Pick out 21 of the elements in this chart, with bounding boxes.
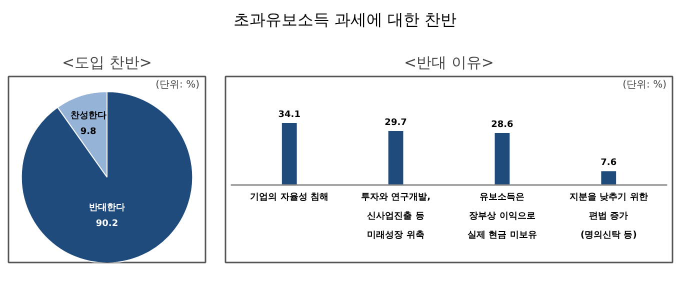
slice-label: 찬성한다 [70,111,106,122]
data-label: 34.1 [278,110,300,120]
text: (단위: %) [622,80,667,90]
bar [601,171,616,185]
data-label: 7.6 [600,158,617,168]
data-label: 28.6 [491,120,514,130]
slice-label: 반대한다 [89,203,125,213]
x-tick-label: 기업의 자율성 침해 [250,192,329,202]
x-tick-label: 투자와 연구개발, 신사업진출 등 미래성장 위축 [361,192,431,240]
data-label: 90.2 [96,219,118,229]
text: (단위: %) [156,80,200,90]
text: 초과유보소득 과세에 대한 찬반 [233,9,457,31]
bar [494,133,510,185]
chart-title: <반대 이유> [404,54,494,72]
chart-title: <도입 찬반> [62,54,152,72]
data-label: 29.7 [384,118,407,128]
bar [388,131,404,185]
bar [282,123,297,185]
x-tick-label: 유보소득은 장부상 이익으로 실제 현금 미보유 [468,192,537,240]
data-label: 9.8 [80,127,96,138]
x-tick-label: 지분을 낮추기 위한 편법 증가 (명의신탁 등) [568,192,648,240]
